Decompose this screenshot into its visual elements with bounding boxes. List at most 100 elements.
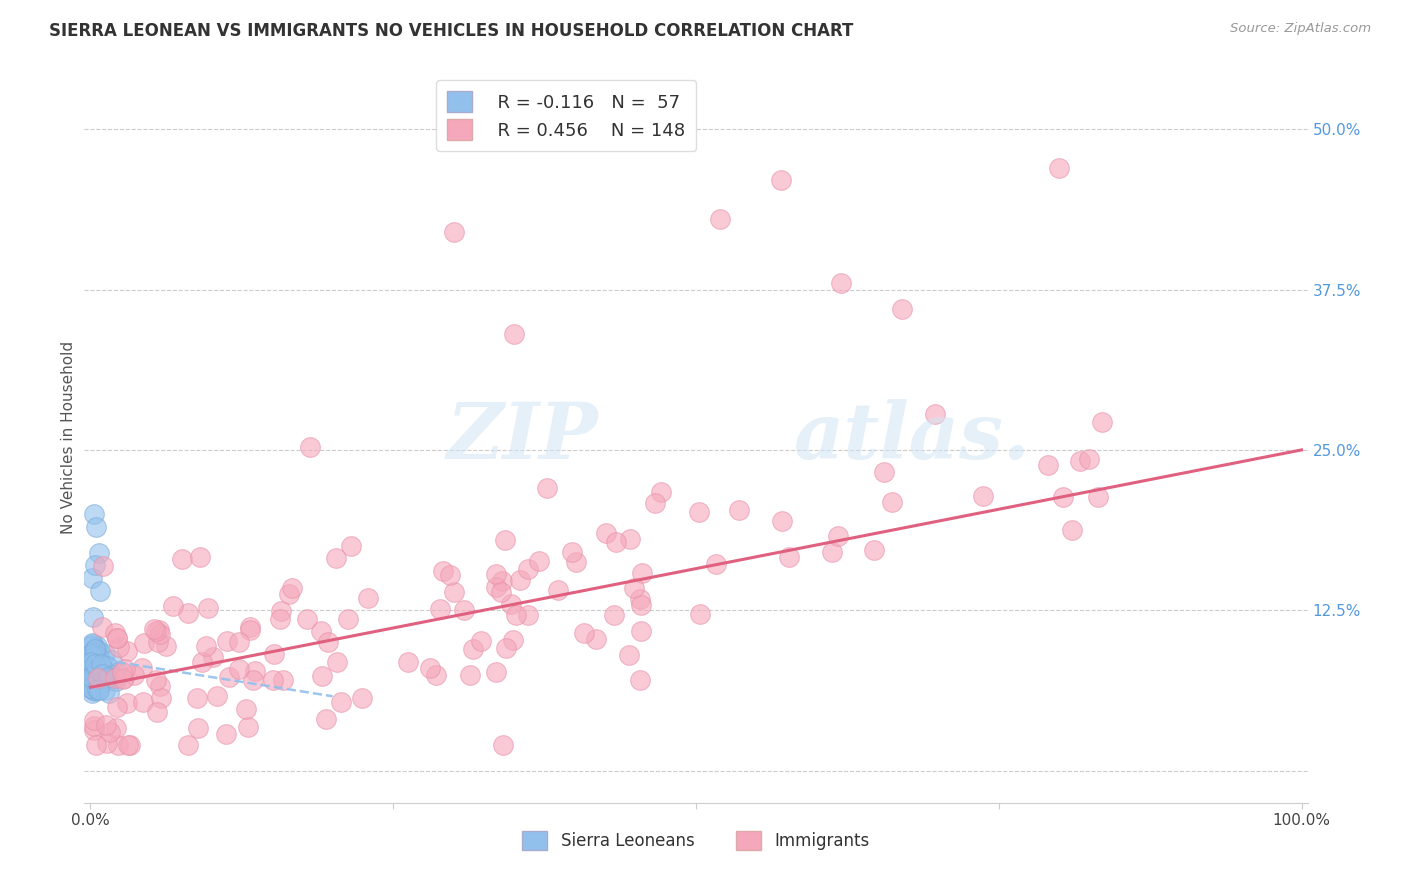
Point (443, 225, 465, 239)
Point (94, 718, 117, 732)
Point (146, 705, 169, 719)
Point (1062, 523, 1084, 537)
Point (117, 738, 139, 752)
Point (429, 601, 451, 615)
Point (628, 592, 651, 607)
Point (228, 635, 250, 649)
Point (105, 699, 128, 714)
Point (215, 633, 238, 648)
Point (80, 682, 103, 697)
Point (84, 738, 107, 752)
Point (177, 738, 200, 752)
Point (278, 587, 301, 601)
Point (94, 683, 117, 698)
Point (516, 607, 538, 622)
Point (87, 644, 110, 658)
Text: atlas.: atlas. (794, 399, 1031, 475)
Point (215, 727, 238, 741)
Point (536, 482, 558, 496)
Point (80, 686, 103, 700)
Point (239, 620, 262, 634)
Point (605, 535, 627, 549)
Point (830, 276, 852, 290)
Point (439, 568, 461, 582)
Point (271, 673, 294, 688)
Point (245, 664, 267, 678)
Point (149, 679, 172, 693)
Point (509, 574, 531, 588)
Point (262, 673, 284, 688)
Point (115, 696, 138, 710)
Point (83, 507, 105, 521)
Point (619, 532, 641, 546)
Point (162, 599, 184, 613)
Legend: Sierra Leoneans, Immigrants: Sierra Leoneans, Immigrants (516, 824, 876, 856)
Point (770, 514, 793, 528)
Point (630, 566, 652, 581)
Point (186, 691, 208, 706)
Point (83, 684, 105, 698)
Point (709, 211, 731, 226)
Point (309, 624, 332, 639)
Point (170, 552, 193, 566)
Point (132, 695, 155, 709)
Point (145, 673, 167, 688)
Point (396, 655, 419, 669)
Point (769, 173, 792, 187)
Point (188, 549, 211, 564)
Text: Source: ZipAtlas.com: Source: ZipAtlas.com (1230, 22, 1371, 36)
Point (94, 668, 117, 682)
Point (461, 641, 484, 656)
Point (298, 440, 321, 454)
Point (89, 676, 111, 690)
Point (603, 608, 626, 623)
Point (827, 529, 849, 543)
Point (495, 641, 517, 656)
Point (82, 680, 104, 694)
Point (96, 736, 118, 750)
Point (83, 640, 105, 655)
Point (91, 666, 114, 681)
Point (499, 598, 522, 612)
Point (87, 545, 110, 559)
Point (1078, 452, 1101, 467)
Point (325, 550, 347, 565)
Text: SIERRA LEONEAN VS IMMIGRANTS NO VEHICLES IN HOUSEHOLD CORRELATION CHART: SIERRA LEONEAN VS IMMIGRANTS NO VEHICLES… (49, 22, 853, 40)
Point (107, 665, 129, 679)
Point (502, 633, 524, 648)
Point (80, 666, 103, 681)
Point (96, 673, 118, 687)
Point (295, 611, 318, 625)
Point (270, 604, 292, 618)
Point (595, 526, 617, 541)
Point (89, 584, 111, 599)
Point (80, 658, 103, 673)
Point (494, 533, 516, 548)
Point (195, 640, 218, 654)
Point (91, 658, 114, 673)
Point (80, 640, 103, 654)
Point (97, 670, 120, 684)
Point (80, 656, 103, 670)
Point (148, 623, 170, 637)
Point (505, 607, 527, 622)
Point (80, 676, 103, 690)
Point (484, 580, 506, 594)
Point (100, 724, 122, 739)
Point (86, 682, 108, 697)
Point (688, 505, 710, 519)
Point (644, 496, 666, 510)
Point (318, 634, 340, 648)
Point (101, 652, 124, 666)
Point (491, 574, 513, 588)
Point (485, 566, 508, 581)
Point (470, 634, 492, 648)
Point (263, 648, 285, 662)
Point (82, 609, 104, 624)
Point (84, 657, 107, 672)
Point (269, 612, 291, 626)
Point (122, 668, 145, 682)
Point (86, 639, 108, 653)
Point (176, 606, 198, 620)
Point (97, 686, 120, 700)
